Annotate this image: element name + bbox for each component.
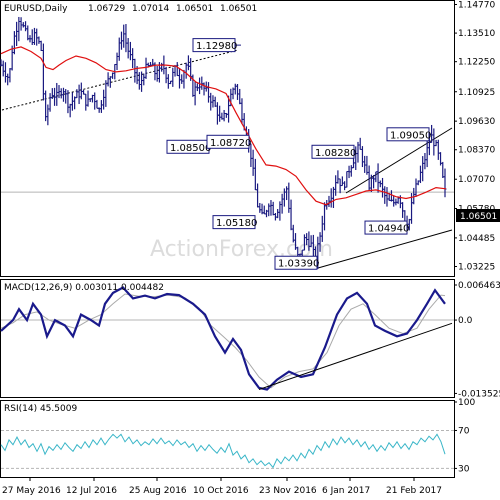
rsi-panel-title: RSI(14) 45.5009 xyxy=(4,404,77,414)
price-callout-label: 1.03390 xyxy=(278,259,319,270)
x-axis-label: 10 Oct 2016 xyxy=(193,486,249,496)
x-axis-label: 25 Aug 2016 xyxy=(129,486,187,496)
trendline-lower xyxy=(317,229,453,269)
macd-panel-title: MACD(12,26,9) 0.003011 0.004482 xyxy=(4,283,164,293)
price-y-tick-label: 1.04485 xyxy=(458,234,495,244)
rsi-panel-frame xyxy=(0,400,455,478)
macd-trendline xyxy=(258,322,453,390)
x-axis-label: 12 Jul 2016 xyxy=(66,486,117,496)
ohlc-open: 1.06729 xyxy=(88,4,125,14)
price-callout-label: 1.09050 xyxy=(390,130,431,141)
trendline-dashed xyxy=(1,49,239,111)
ohlc-close: 1.06501 xyxy=(220,4,257,14)
last-price-label: 1.06501 xyxy=(460,212,497,222)
x-axis-label: 21 Feb 2017 xyxy=(386,486,442,496)
price-y-tick-label: 1.12250 xyxy=(458,58,495,68)
moving-average-line xyxy=(0,46,447,206)
ohlc-high: 1.07014 xyxy=(132,4,169,14)
rsi-y-tick-label: 70 xyxy=(458,426,470,436)
macd-y-tick-label: -0.013525 xyxy=(458,389,500,399)
price-y-tick-label: 1.08370 xyxy=(458,146,495,156)
price-y-tick-label: 1.07070 xyxy=(458,175,495,185)
macd-line xyxy=(0,286,446,391)
price-callout-label: 1.05180 xyxy=(216,218,257,229)
macd-y-tick-label: 0.0 xyxy=(458,316,473,326)
price-callout-label: 1.04940 xyxy=(368,224,409,235)
price-panel-title: EURUSD,Daily xyxy=(4,4,68,14)
rsi-y-tick-label: 30 xyxy=(458,464,470,474)
price-y-tick-label: 1.03225 xyxy=(458,262,495,272)
price-y-tick-label: 1.13510 xyxy=(458,29,495,39)
macd-y-tick-label: 0.006463 xyxy=(458,281,500,291)
macd-panel-frame xyxy=(0,279,455,398)
rsi-y-tick-label: 100 xyxy=(458,398,475,408)
price-callout-label: 1.12980 xyxy=(196,41,237,52)
rsi-line xyxy=(0,433,446,469)
price-y-tick-label: 1.09630 xyxy=(458,117,495,127)
x-axis-label: 23 Nov 2016 xyxy=(259,486,317,496)
macd-signal-line xyxy=(0,293,446,389)
last-price-box xyxy=(456,209,500,222)
x-axis-label: 27 May 2016 xyxy=(2,486,61,496)
price-callout-label: 1.08720 xyxy=(210,138,251,149)
price-callout-label: 1.08500 xyxy=(170,143,211,154)
price-y-tick-label: 1.10925 xyxy=(458,88,495,98)
price-callout-label: 1.08280 xyxy=(315,148,356,159)
x-axis-label: 6 Jan 2017 xyxy=(322,486,370,496)
price-y-tick-label: 1.14770 xyxy=(458,0,495,10)
ohlc-low: 1.06501 xyxy=(176,4,213,14)
